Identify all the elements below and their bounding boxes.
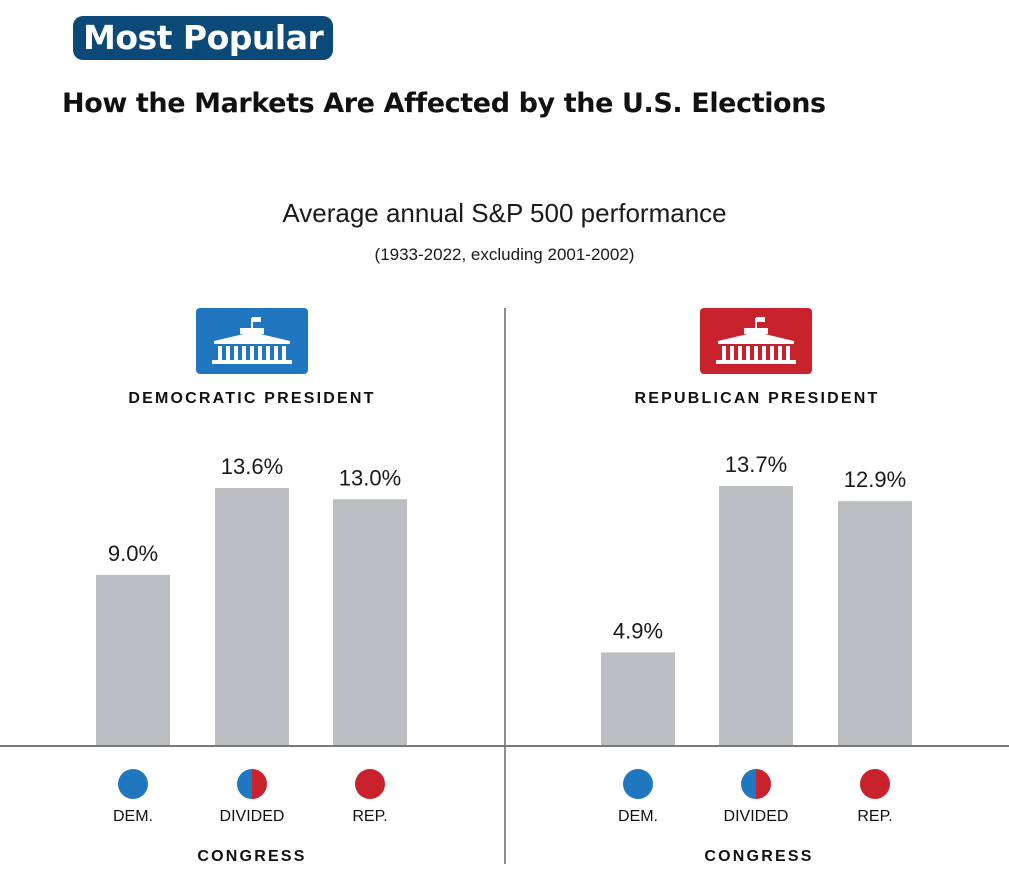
republican-dot-icon (355, 769, 385, 799)
bar-democratic-dem (96, 574, 170, 745)
republican-president-panel: REPUBLICAN PRESIDENT (505, 300, 1009, 892)
category-label-divided: DIVIDED (219, 808, 285, 825)
category-label-rep: REP. (857, 808, 893, 825)
data-label-democratic-rep: 13.0% (339, 465, 401, 490)
congress-axis-label: CONGRESS (704, 848, 814, 865)
democrat-dot-icon (118, 769, 148, 799)
category-label-divided: DIVIDED (723, 808, 789, 825)
republican-president-label: REPUBLICAN PRESIDENT (634, 390, 880, 407)
data-label-republican-rep: 12.9% (844, 467, 906, 492)
most-popular-badge: Most Popular (73, 16, 334, 60)
democrat-dot-icon (623, 769, 653, 799)
data-label-democratic-divided: 13.6% (221, 454, 283, 479)
category-label-rep: REP. (352, 808, 388, 825)
congress-axis-label: CONGRESS (197, 848, 307, 865)
bar-democratic-rep (333, 499, 407, 745)
page-headline: How the Markets Are Affected by the U.S.… (62, 88, 826, 119)
white-house-icon (196, 308, 308, 374)
bar-democratic-divided (215, 487, 289, 745)
white-house-icon (700, 308, 812, 374)
bar-republican-rep (838, 501, 912, 745)
chart-baseline (0, 745, 1009, 747)
data-label-republican-divided: 13.7% (725, 452, 787, 477)
democratic-president-panel: DEMOCRATIC PRESIDENT (0, 300, 504, 892)
category-label-dem: DEM. (618, 808, 658, 825)
data-label-republican-dem: 4.9% (613, 618, 663, 643)
data-label-democratic-dem: 9.0% (108, 541, 158, 566)
democratic-president-label: DEMOCRATIC PRESIDENT (128, 390, 376, 407)
republican-dot-icon (860, 769, 890, 799)
panel-divider (504, 308, 506, 864)
divided-dot-icon (237, 769, 267, 799)
bar-republican-divided (719, 486, 793, 745)
category-label-dem: DEM. (113, 808, 153, 825)
divided-dot-icon (741, 769, 771, 799)
bar-republican-dem (601, 652, 675, 745)
chart-title: Average annual S&P 500 performance (282, 198, 727, 228)
chart-subtitle: (1933-2022, excluding 2001-2002) (374, 245, 635, 264)
